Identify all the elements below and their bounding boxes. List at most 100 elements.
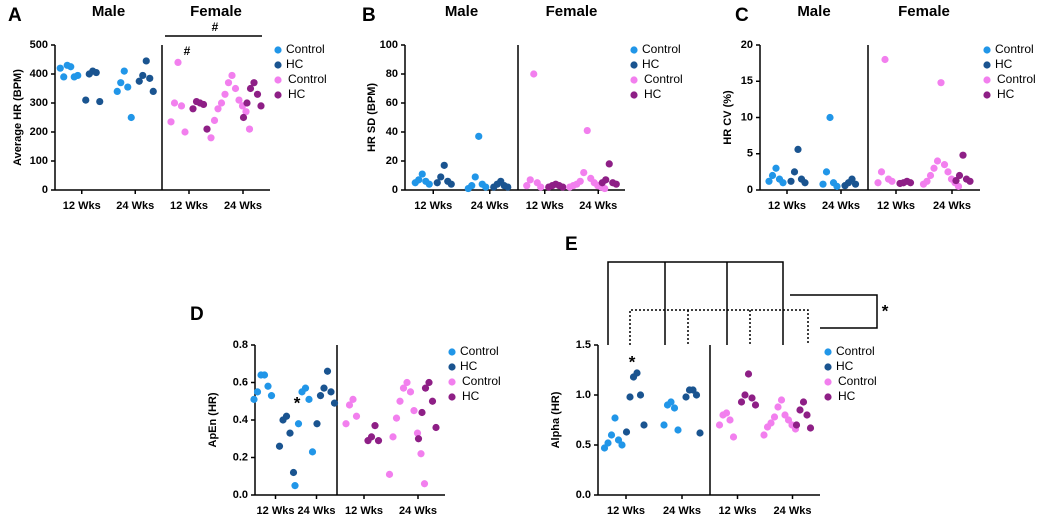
data-point xyxy=(629,373,638,381)
data-point xyxy=(605,160,613,168)
data-point xyxy=(715,421,724,429)
data-point xyxy=(425,180,433,188)
data-point xyxy=(770,413,779,421)
data-point xyxy=(289,468,298,477)
data-point xyxy=(781,411,789,419)
legend-swatch xyxy=(824,363,832,371)
data-point xyxy=(777,396,786,404)
data-point xyxy=(819,180,827,188)
group-heading: Female xyxy=(898,3,950,20)
data-point xyxy=(413,429,422,437)
data-point xyxy=(142,57,150,65)
data-point xyxy=(640,421,648,429)
data-point xyxy=(308,448,317,456)
data-point xyxy=(414,435,423,443)
data-point xyxy=(199,100,208,109)
data-point xyxy=(841,182,849,190)
data-point xyxy=(545,183,553,191)
data-point xyxy=(320,384,328,392)
data-point xyxy=(433,179,441,187)
data-point xyxy=(316,392,325,400)
data-point xyxy=(364,437,372,445)
data-point xyxy=(787,177,795,185)
data-point xyxy=(264,382,272,390)
group-heading: Female xyxy=(546,3,598,20)
y-axis-label: HR CV (%) xyxy=(722,90,734,145)
panel-letter: A xyxy=(8,5,22,26)
data-point xyxy=(420,480,429,488)
y-axis-label: Average HR (BPM) xyxy=(12,69,24,166)
data-point xyxy=(751,401,760,409)
x-tick-label: 12 Wks xyxy=(63,200,101,212)
data-point xyxy=(250,79,258,87)
legend-label: Control xyxy=(838,374,877,388)
data-point xyxy=(955,171,964,180)
data-point xyxy=(124,83,132,91)
data-point xyxy=(113,87,121,95)
data-point xyxy=(224,79,233,87)
legend-label: HC xyxy=(836,359,854,373)
y-tick-label: 80 xyxy=(386,68,398,80)
data-point xyxy=(612,180,620,188)
data-point xyxy=(214,105,222,113)
data-point xyxy=(192,97,201,106)
x-tick-label: 12 Wks xyxy=(170,200,208,212)
data-point xyxy=(298,388,306,396)
data-point xyxy=(833,182,841,190)
data-point xyxy=(425,378,433,387)
legend-swatch xyxy=(274,46,282,54)
legend-label: HC xyxy=(462,389,480,403)
data-point xyxy=(235,96,243,104)
data-point xyxy=(614,436,623,444)
legend-label: Control xyxy=(997,72,1036,86)
data-point xyxy=(790,168,799,176)
data-point xyxy=(504,183,512,191)
legend-label: Control xyxy=(995,42,1034,56)
y-tick-label: 500 xyxy=(30,39,48,51)
data-point xyxy=(203,125,211,133)
data-point xyxy=(919,180,928,188)
data-point xyxy=(930,164,938,172)
data-point xyxy=(611,414,619,422)
legend-swatch xyxy=(630,61,638,69)
y-tick-label: 0.2 xyxy=(233,451,248,463)
group-heading: Male xyxy=(445,3,478,20)
data-point xyxy=(682,393,690,401)
y-tick-label: 20 xyxy=(741,39,753,51)
data-point xyxy=(291,482,299,490)
x-tick-label: 12 Wks xyxy=(877,200,915,212)
data-point xyxy=(149,87,157,95)
legend-label: Control xyxy=(460,344,499,358)
data-point xyxy=(403,378,411,387)
data-point xyxy=(530,70,538,78)
data-point xyxy=(279,416,287,424)
data-point xyxy=(772,164,780,172)
data-point xyxy=(636,391,645,399)
data-point xyxy=(239,113,248,122)
data-point xyxy=(82,96,90,104)
y-tick-label: 0.0 xyxy=(576,489,591,501)
y-tick-label: 200 xyxy=(30,126,48,138)
data-point xyxy=(267,392,276,400)
data-point xyxy=(275,442,284,450)
data-point xyxy=(56,64,64,72)
data-point xyxy=(940,161,949,169)
data-point xyxy=(801,179,809,187)
y-tick-label: 300 xyxy=(30,97,48,109)
panel-letter: B xyxy=(362,5,376,26)
legend-swatch xyxy=(630,46,638,54)
data-point xyxy=(410,407,418,415)
legend-label: HC xyxy=(460,359,478,373)
data-point xyxy=(437,173,445,181)
panel-letter: E xyxy=(565,234,578,255)
data-point xyxy=(803,411,811,419)
data-point xyxy=(944,168,952,176)
data-point xyxy=(792,421,801,429)
data-point xyxy=(719,411,727,419)
group-heading: Female xyxy=(190,3,242,20)
data-point xyxy=(851,180,860,188)
data-point xyxy=(877,168,886,176)
annotation: * xyxy=(294,393,301,412)
data-point xyxy=(174,58,182,66)
legend-label: HC xyxy=(995,57,1013,71)
